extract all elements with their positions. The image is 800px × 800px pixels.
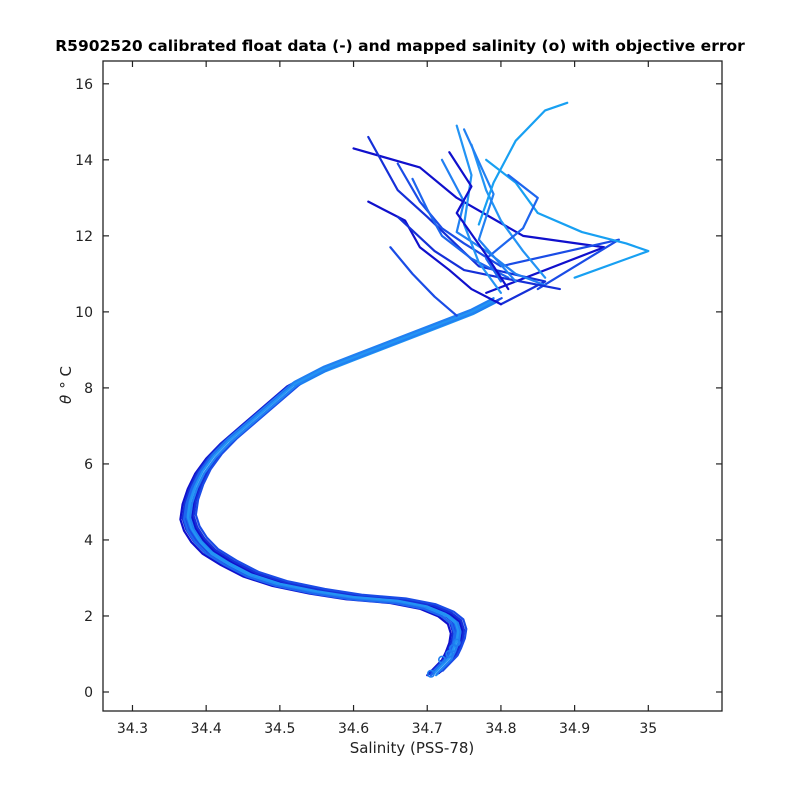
- mapped-salinity-marker: [452, 638, 461, 647]
- y-tick-label: 2: [84, 609, 93, 625]
- mapped-salinity-marker: [426, 669, 435, 678]
- x-axis: 34.3 34.4 34.5 34.6 34.7 34.8 34.9 35: [117, 61, 657, 737]
- y-tick-label: 10: [75, 305, 93, 321]
- profile-deep-line: [179, 301, 488, 677]
- mapped-salinity-marker: [449, 644, 458, 653]
- x-tick-label: 34.5: [264, 721, 295, 737]
- x-tick-label: 34.6: [338, 721, 369, 737]
- y-axis-label-unit: ° C: [57, 366, 75, 389]
- y-tick-label: 16: [75, 77, 93, 93]
- profile-upper-line: [352, 147, 606, 294]
- profile-deep-line: [183, 299, 492, 675]
- x-tick-label: 35: [639, 721, 657, 737]
- profile-upper-line: [389, 246, 458, 317]
- y-axis-label: θ ° C: [57, 366, 75, 404]
- profile-deep-line: [181, 300, 490, 676]
- profile-deep-line: [188, 300, 497, 676]
- plot-area: [179, 101, 650, 678]
- chart-title: R5902520 calibrated float data (-) and m…: [55, 37, 745, 55]
- profile-upper-line: [411, 177, 510, 279]
- y-tick-label: 14: [75, 153, 93, 169]
- x-tick-label: 34.3: [117, 721, 148, 737]
- mapped-salinity-marker: [445, 649, 454, 658]
- y-tick-label: 12: [75, 229, 93, 245]
- upper-profiles: [352, 101, 650, 317]
- y-tick-label: 4: [84, 533, 93, 549]
- profile-upper-line: [448, 151, 510, 291]
- profile-upper-line: [462, 128, 517, 283]
- y-axis-label-symbol: θ: [57, 395, 75, 404]
- profile-upper-line: [396, 162, 620, 291]
- x-tick-label: 34.4: [191, 721, 222, 737]
- profile-deep-line: [186, 299, 495, 675]
- profile-upper-line: [477, 101, 569, 226]
- profile-upper-line: [396, 215, 561, 291]
- x-tick-label: 34.8: [485, 721, 516, 737]
- y-tick-label: 0: [84, 685, 93, 701]
- x-axis-label: Salinity (PSS-78): [350, 739, 475, 757]
- profile-deep-line: [194, 297, 503, 672]
- mapped-salinity-marker: [437, 655, 446, 664]
- profile-upper-line: [470, 143, 547, 279]
- x-tick-label: 34.7: [412, 721, 443, 737]
- y-tick-label: 8: [84, 381, 93, 397]
- profile-upper-line: [485, 158, 650, 279]
- axes-box: [102, 60, 723, 712]
- deep-profiles: [179, 297, 503, 678]
- y-axis: 0 2 4 6 8 10 12 14 16: [75, 77, 722, 701]
- x-tick-label: 34.9: [559, 721, 590, 737]
- profile-upper-line: [485, 173, 539, 283]
- y-tick-label: 6: [84, 457, 93, 473]
